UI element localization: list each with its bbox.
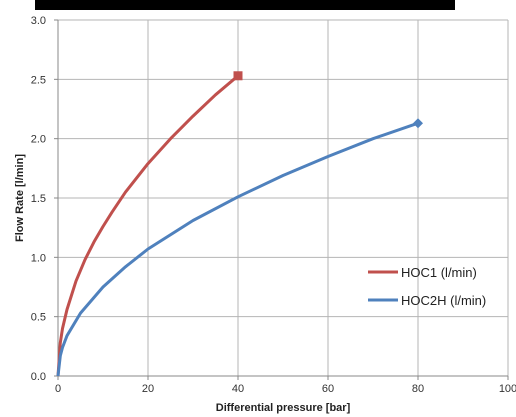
- y-tick-label-0: 0.0: [31, 371, 46, 383]
- y-tick-label-5: 2.5: [31, 74, 46, 86]
- y-tick-label-1: 0.5: [31, 312, 46, 324]
- x-tick-label-2: 40: [232, 383, 244, 395]
- y-axis-title: Flow Rate [l/min]: [14, 154, 26, 242]
- y-tick-label-6: 3.0: [31, 15, 46, 27]
- y-tick-label-4: 2.0: [31, 134, 46, 146]
- x-tick-label-4: 80: [412, 383, 424, 395]
- series-end-marker-1: [413, 118, 423, 129]
- series-line-1: [56, 121, 419, 377]
- x-axis-title: Differential pressure [bar]: [216, 402, 351, 414]
- series-lines: [56, 71, 423, 377]
- grid-lines: [57, 19, 509, 377]
- cropped-title-bar: [35, 0, 455, 10]
- x-tick-label-3: 60: [322, 383, 334, 395]
- series-line-0: [56, 74, 239, 377]
- y-tick-label-2: 1.0: [31, 252, 46, 264]
- legend: HOC1 (l/min) HOC2H (l/min): [368, 265, 486, 308]
- y-tick-label-3: 1.5: [31, 193, 46, 205]
- legend-label-hoc1: HOC1 (l/min): [401, 265, 477, 280]
- y-tick-labels: 0.0 0.5 1.0 1.5 2.0 2.5 3.0: [31, 15, 58, 383]
- x-tick-labels: 0 20 40 60 80 100: [55, 376, 516, 395]
- x-tick-label-5: 100: [499, 383, 516, 395]
- x-tick-label-1: 20: [142, 383, 154, 395]
- legend-label-hoc2h: HOC2H (l/min): [401, 293, 486, 308]
- series-end-marker-0: [233, 71, 243, 81]
- x-tick-label-0: 0: [55, 383, 61, 395]
